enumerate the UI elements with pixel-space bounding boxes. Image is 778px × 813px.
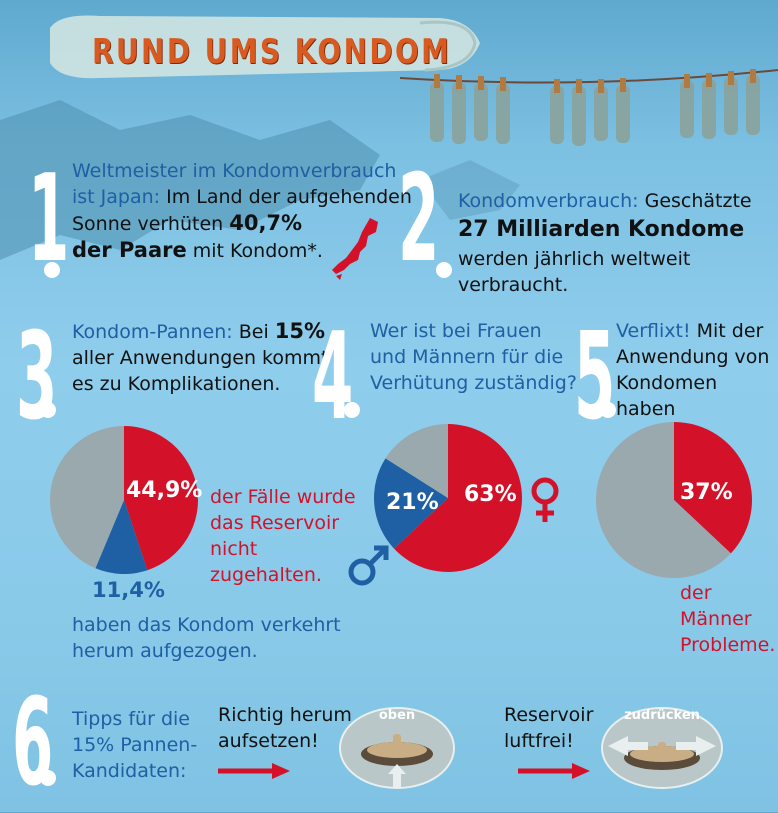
tip2-image-label: zudrücken [624,708,700,723]
condom-illustration-oben [339,707,455,789]
pie1-label-red: 44,9% [126,478,203,503]
section1-line2-rest: Im Land der aufgehenden [160,186,412,208]
red-note-line: der Fälle wurde [210,486,356,508]
section3-red-note: der Fälle wurde das Reservoir nicht zuge… [210,484,356,588]
section4-line: Wer ist bei Frauen [370,320,542,342]
number-dot [436,262,452,278]
pie-slice-0 [124,426,198,571]
section3-blue-note: haben das Kondom verkehrt herum aufgezog… [72,612,341,664]
number-dot [40,770,56,786]
section1-line3: Sonne verhüten [72,213,230,235]
section3-highlight: 15% [274,319,326,343]
section1-line1: Weltmeister im Kondomverbrauch [72,160,397,182]
pie-chart-verhuetung [374,424,522,572]
section1-line2-blue: ist Japan: [72,186,161,208]
section3-text: Kondom-Pannen: Bei 15% aller Anwendungen… [72,318,328,397]
pie-chart-maenner [596,422,752,578]
red-note-line: nicht [210,538,258,560]
pie-slice-0 [674,422,752,554]
pie-slice-2 [385,424,448,498]
tip2-line: Reservoir [504,704,594,726]
section3-line3: es zu Komplikationen. [72,373,281,395]
arrow-right-icon [518,763,590,779]
title-banner [50,15,480,79]
section5-note: der Männer Probleme. [680,580,778,658]
section-number-4: 4 [312,308,354,447]
section-number-1: 1 [28,150,70,289]
section6-line: 15% Pannen- [72,734,198,756]
number-dot [44,262,60,278]
pie1-label-blue: 11,4% [92,578,165,602]
section5-line1-blue: Verflixt! [616,320,691,342]
arrow-right-icon [218,763,290,779]
japan-map-icon [332,218,378,280]
pie-slice-1 [596,422,731,578]
red-note-line: zugehalten. [210,564,322,586]
section4-line: Verhütung zuständig? [370,372,577,394]
section1-highlight-value: 40,7% [229,211,303,235]
section4-text: Wer ist bei Frauen und Männern für die V… [370,318,577,396]
section6-line: Tipps für die [72,708,190,730]
section2-line1-blue: Kondomverbrauch: [458,190,639,212]
number-dot [40,402,56,418]
section-number-2: 2 [398,150,440,289]
page-title: RUND UMS KONDOM [92,32,452,72]
pie2-label-female: 63% [464,482,517,507]
section6-text: Tipps für die 15% Pannen- Kandidaten: [72,706,197,784]
tip1-text: Richtig herum aufsetzen! [218,702,352,754]
tip1-image-label: oben [378,708,416,723]
tip2-line: luftfrei! [504,730,574,752]
world-map-background [0,100,520,260]
clothesline-illustration [400,69,778,146]
blue-note-line: haben das Kondom verkehrt [72,614,341,636]
section3-line1-blue: Kondom-Pannen: [72,321,233,343]
section5-line1-rest: Mit der [690,320,764,342]
section3-line1-rest: Bei [232,321,275,343]
pie-slice-2 [49,426,125,569]
section5-line3: Kondomen haben [616,372,718,420]
pie3-label: 37% [680,480,733,505]
section3-line2: aller Anwendungen kommt [72,347,329,369]
section2-text: Kondomverbrauch: Geschätzte 27 Milliarde… [458,188,778,298]
section6-line: Kandidaten: [72,760,187,782]
pie-slice-0 [394,424,522,572]
red-note-line: das Reservoir [210,512,340,534]
section4-line: und Männern für die [370,346,564,368]
section1-text: Weltmeister im Kondomverbrauch ist Japan… [72,158,412,264]
number-dot [600,402,616,418]
number-dot [344,402,360,418]
section5-note-line: Probleme. [680,634,776,656]
female-symbol-icon [531,477,559,522]
pie2-label-male: 21% [386,490,439,515]
tip1-line: aufsetzen! [218,730,319,752]
section2-line3: werden jährlich weltweit verbraucht. [458,248,691,296]
blue-note-line: herum aufgezogen. [72,640,258,662]
pie-slice-1 [374,458,448,549]
male-symbol-icon [348,545,389,586]
pie-slice-1 [95,500,148,574]
section1-highlight-label: der Paare [72,238,187,262]
section5-note-line: der Männer [680,582,752,630]
pie-chart-pannen [49,426,198,574]
section5-text: Verflixt! Mit der Anwendung von Kondomen… [616,318,778,422]
condom-illustration-zudruecken [601,707,723,789]
tip2-text: Reservoir luftfrei! [504,702,593,754]
tip1-line: Richtig herum [218,704,352,726]
section1-line4-rest: mit Kondom*. [186,240,323,262]
section5-line2: Anwendung von [616,346,770,368]
section2-line1-rest: Geschätzte [638,190,752,212]
section2-highlight: 27 Milliarden Kondome [458,217,745,242]
